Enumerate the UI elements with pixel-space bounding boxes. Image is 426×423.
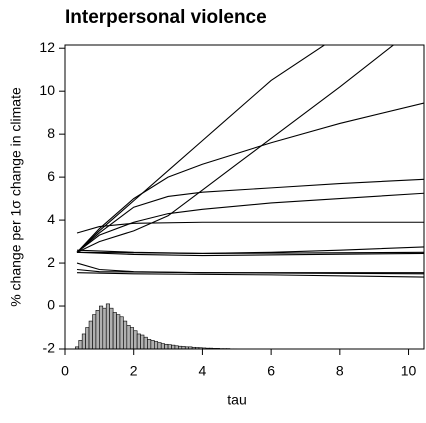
histogram-bar: [143, 336, 148, 350]
x-tick-label: 6: [267, 363, 275, 379]
x-tick-label: 2: [130, 363, 138, 379]
histogram: [75, 303, 238, 350]
histogram-bar: [154, 341, 159, 350]
y-tick-label: -2: [43, 340, 56, 356]
histogram-bar: [88, 320, 93, 350]
y-tick-label: 4: [47, 211, 55, 227]
y-tick-label: 10: [39, 82, 55, 98]
series-line: [77, 251, 424, 254]
x-tick-label: 0: [61, 363, 69, 379]
axes: -2 0 2 4 6 8 10 12 0 2 4 6 8 10: [39, 39, 425, 379]
histogram-bar: [116, 314, 121, 350]
histogram-bar: [133, 330, 138, 350]
histogram-bar: [157, 342, 162, 350]
x-axis-label: tau: [227, 392, 246, 408]
plot-frame: [64, 44, 425, 350]
histogram-bar: [129, 327, 135, 350]
series-line: [77, 272, 424, 278]
series-line: [76, 192, 424, 253]
series-line: [76, 268, 424, 274]
chart-title: Interpersonal violence: [65, 7, 267, 28]
series-line: [76, 102, 424, 253]
y-tick-label: 6: [47, 168, 55, 184]
histogram-bar: [112, 312, 117, 350]
series-line: [76, 178, 424, 253]
x-tick-label: 8: [336, 363, 344, 379]
x-tick-label: 4: [199, 363, 207, 379]
histogram-bar: [160, 343, 165, 350]
series-line: [76, 221, 424, 234]
y-tick-label: 0: [47, 297, 55, 313]
histogram-bar: [95, 310, 100, 350]
histogram-bar: [171, 344, 176, 350]
histogram-bar: [126, 325, 131, 350]
series-line: [77, 251, 424, 257]
histogram-bar: [167, 344, 172, 350]
histogram-bar: [99, 305, 104, 350]
histogram-bar: [78, 340, 83, 350]
y-tick-label: 12: [39, 39, 55, 55]
histogram-bar: [147, 339, 152, 350]
histogram-bar: [119, 316, 124, 350]
histogram-bar: [136, 333, 141, 350]
y-axis-label: % change per 1σ change in climate: [8, 87, 24, 307]
histogram-bar: [150, 340, 155, 350]
histogram-bar: [85, 327, 90, 350]
histogram-bar: [92, 314, 97, 350]
histogram-bar: [105, 303, 110, 350]
histogram-bar: [140, 334, 145, 350]
histogram-bar: [102, 307, 107, 350]
lines: [76, 45, 424, 278]
x-tick-label: 10: [401, 363, 417, 379]
y-tick-label: 2: [47, 254, 55, 270]
series-line: [76, 45, 326, 253]
y-tick-label: 8: [47, 125, 55, 141]
histogram-bar: [81, 333, 86, 350]
series-line: [76, 45, 395, 253]
histogram-bar: [164, 343, 169, 350]
histogram-bar: [123, 320, 128, 350]
histogram-bar: [109, 307, 114, 350]
